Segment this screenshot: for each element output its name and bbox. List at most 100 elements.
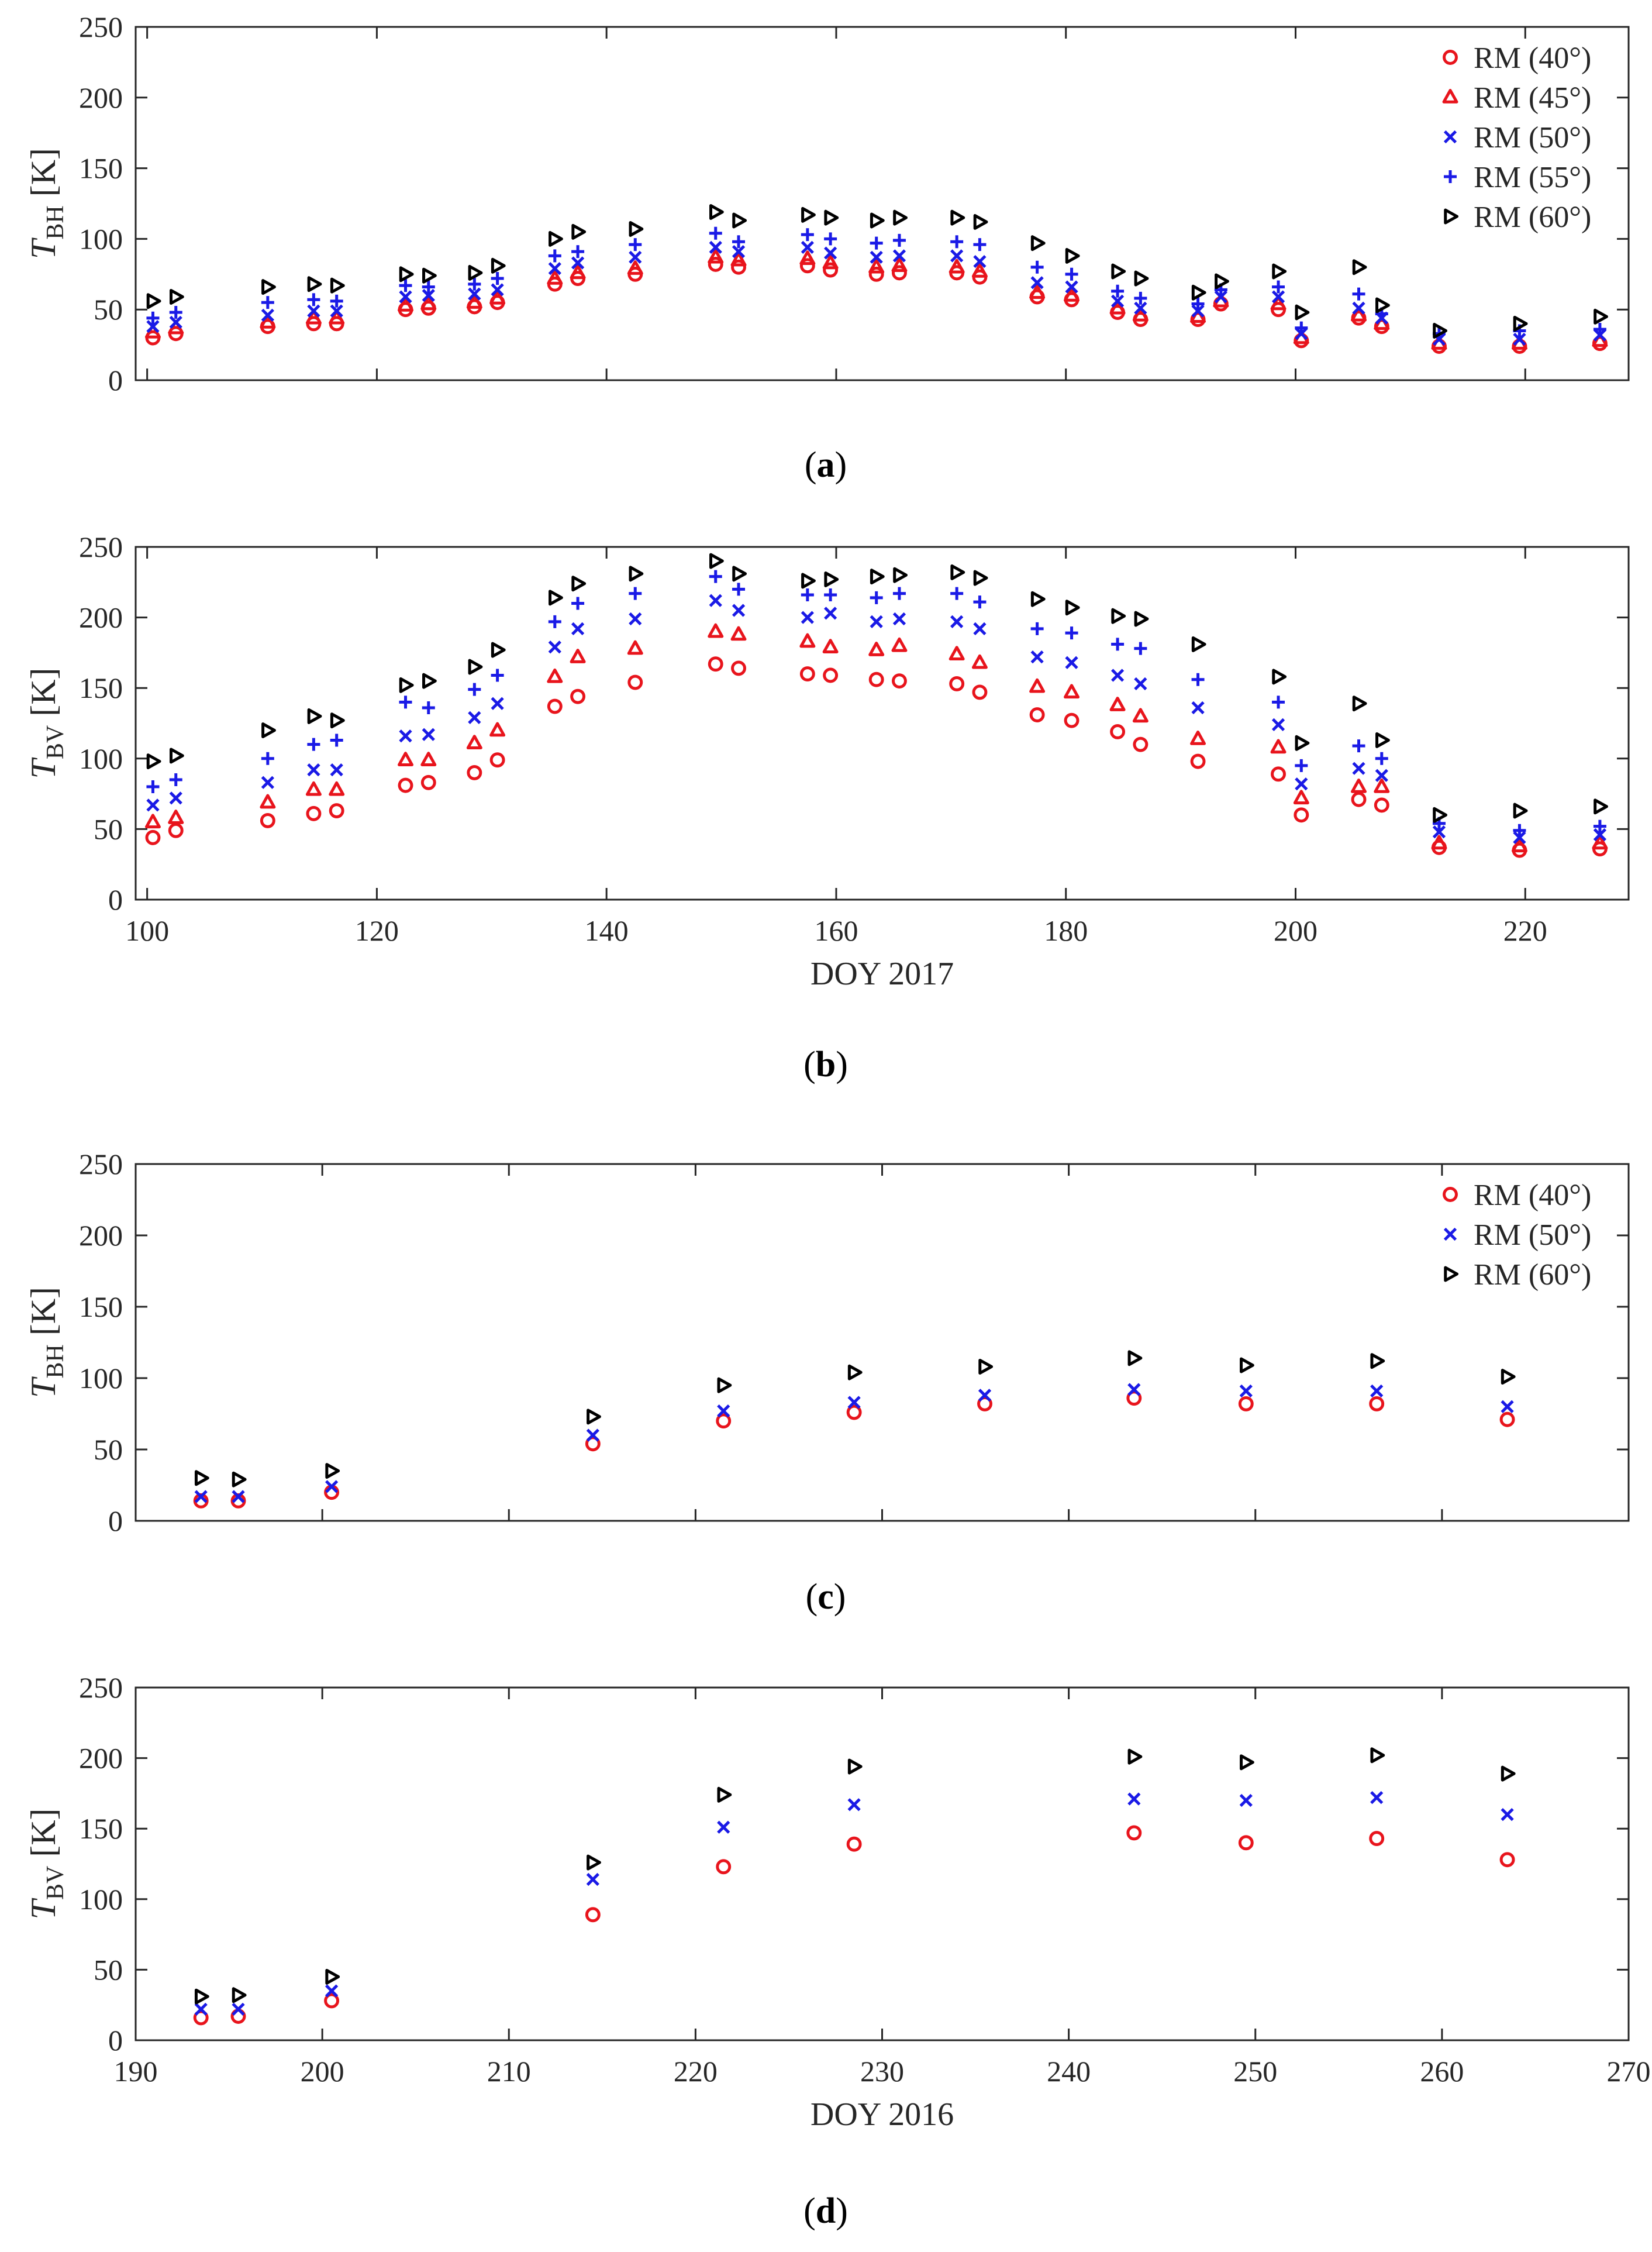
data-point <box>799 250 816 265</box>
chart-panel-b: 0 50 100 150 200 250 100 120 140 160 180 200 220 TBV … <box>24 531 1630 1084</box>
data-point <box>1272 669 1287 685</box>
data-point <box>1374 778 1390 793</box>
series-4 <box>146 204 1608 339</box>
data-point <box>325 1480 339 1493</box>
x-tick-label: 260 <box>1420 2055 1464 2088</box>
data-point <box>329 781 345 796</box>
data-point <box>1593 323 1606 336</box>
data-point <box>799 258 815 274</box>
legend: RM (40°) RM (45°) RM (50°) RM (55°) RM (60°) <box>1442 42 1591 234</box>
data-point <box>971 654 988 669</box>
data-point <box>1064 684 1080 699</box>
data-point <box>1499 1411 1515 1427</box>
y-tick-label: 100 <box>79 222 123 255</box>
data-point <box>194 1988 209 2005</box>
data-point <box>846 1404 862 1420</box>
data-point <box>950 209 965 226</box>
data-point <box>708 249 724 264</box>
data-point <box>717 1377 732 1393</box>
data-point <box>306 805 322 821</box>
data-point <box>1191 701 1205 715</box>
data-point <box>1064 287 1080 302</box>
data-point <box>732 583 746 596</box>
data-point <box>950 235 964 249</box>
data-point <box>1369 1396 1385 1411</box>
data-point <box>1511 838 1527 853</box>
data-point <box>1134 611 1149 627</box>
data-point <box>570 688 586 704</box>
series-4 <box>146 553 1608 823</box>
data-point <box>868 266 884 282</box>
data-point <box>870 615 883 628</box>
y-axis-label-unit: [K] <box>24 667 63 725</box>
data-point <box>1030 235 1046 252</box>
data-point <box>1126 1390 1142 1406</box>
data-point <box>1295 321 1308 335</box>
y-axis-label-subscript: BH <box>42 1344 69 1378</box>
data-point <box>194 1470 209 1486</box>
data-point <box>627 674 643 690</box>
data-point <box>972 684 988 700</box>
data-point <box>730 252 747 267</box>
data-point <box>1030 622 1044 635</box>
data-point <box>260 812 275 828</box>
data-point <box>1134 270 1149 287</box>
caption-letter: c <box>818 1577 834 1617</box>
data-point <box>260 314 276 329</box>
data-point <box>468 711 481 724</box>
data-point <box>1432 825 1446 839</box>
data-point <box>1240 1754 1254 1771</box>
y-tick-label: 150 <box>79 152 123 185</box>
data-point <box>570 649 586 663</box>
legend-entry: RM (40°) <box>1474 42 1591 75</box>
data-point <box>1433 322 1448 339</box>
data-point <box>330 294 343 308</box>
data-point <box>847 1396 861 1409</box>
data-point <box>193 2010 209 2026</box>
data-point <box>1111 638 1125 651</box>
data-point <box>708 256 723 272</box>
data-point <box>146 311 160 325</box>
data-point <box>717 1786 732 1803</box>
data-point <box>1352 695 1367 712</box>
data-point <box>709 226 722 240</box>
data-point <box>1350 778 1367 793</box>
data-point <box>194 1490 208 1503</box>
series-3 <box>146 226 1606 340</box>
data-point <box>1191 673 1205 686</box>
data-point <box>145 829 161 845</box>
caption-paren-open: ( <box>805 445 817 485</box>
data-point <box>1375 297 1390 314</box>
data-point <box>571 256 585 270</box>
data-point <box>1191 284 1206 301</box>
data-point <box>330 277 345 294</box>
x-tick-label: 230 <box>860 2055 904 2088</box>
data-point <box>823 262 839 278</box>
legend-entry: RM (40°) <box>1474 1179 1591 1212</box>
data-point <box>548 262 561 276</box>
data-point <box>547 668 563 683</box>
data-point <box>1352 301 1365 315</box>
data-point <box>1513 803 1528 819</box>
y-axis-label-unit: [K] <box>24 1287 63 1344</box>
data-point <box>571 245 585 259</box>
data-point <box>1030 650 1044 664</box>
data-point <box>892 265 907 281</box>
data-point <box>549 230 563 247</box>
data-point <box>1433 807 1448 823</box>
data-point <box>799 666 815 682</box>
data-point <box>1065 626 1078 640</box>
data-point <box>1375 732 1390 748</box>
data-point <box>971 263 988 278</box>
data-point <box>398 297 414 312</box>
data-point <box>329 803 344 818</box>
y-tick-label: 50 <box>94 812 123 845</box>
data-point <box>1370 1791 1384 1805</box>
data-point <box>708 656 723 672</box>
y-tick-label: 0 <box>108 1504 123 1537</box>
data-point <box>399 290 412 304</box>
data-point <box>627 260 643 275</box>
data-point <box>329 309 345 325</box>
